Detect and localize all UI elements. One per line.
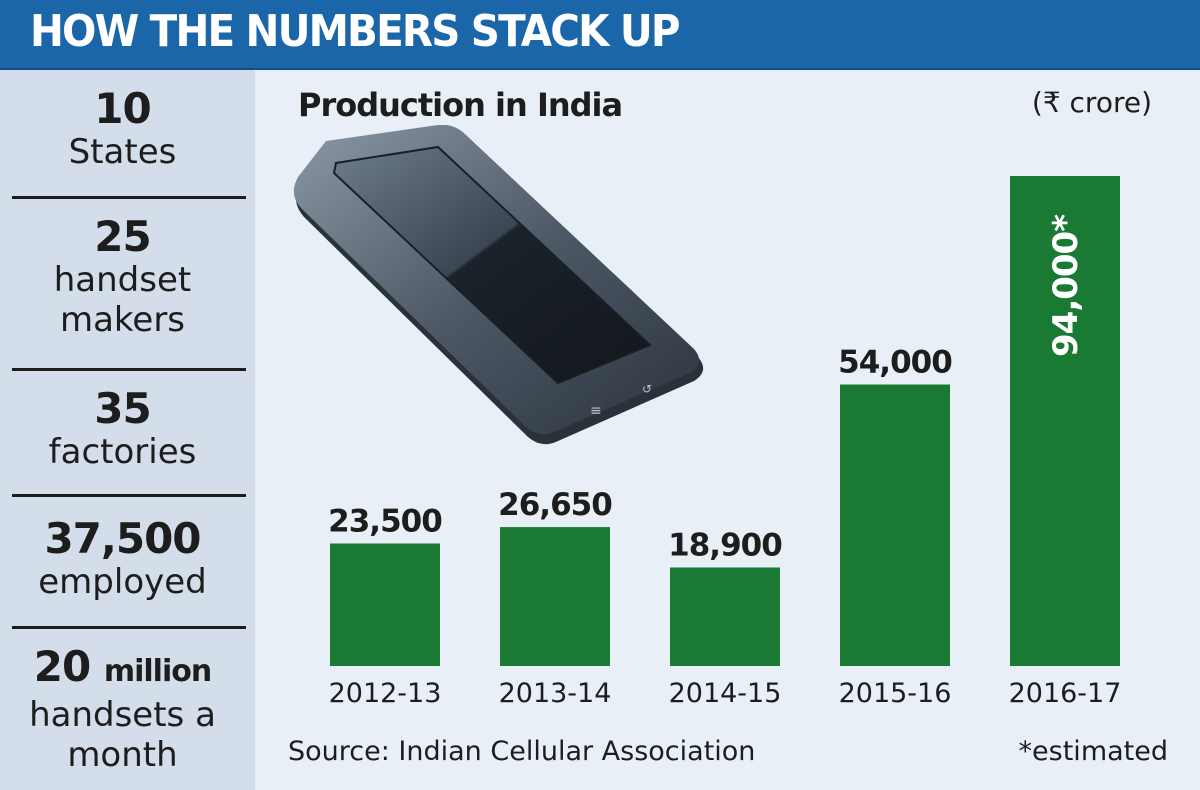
divider [12, 368, 246, 371]
bar-2012-13 [330, 543, 440, 666]
stat-handsets-per-month: 20 million handsets a month [0, 644, 245, 776]
smartphone-icon: ≡ ↺ [293, 125, 704, 445]
stat-value: 25 [94, 212, 151, 261]
divider [12, 196, 246, 199]
bar-value-label: 94,000* [1046, 214, 1086, 357]
source-note: Source: Indian Cellular Association [288, 736, 756, 767]
chart-title: Production in India [298, 86, 623, 124]
stat-label: factories [48, 432, 197, 472]
x-tick-label: 2014-15 [669, 678, 782, 709]
svg-text:↺: ↺ [642, 382, 652, 396]
x-tick-label: 2016-17 [1009, 678, 1122, 709]
stat-factories: 35 factories [0, 384, 245, 473]
stat-label: handsets a [29, 695, 216, 735]
stats-sidebar: 10 States 25 handset makers 35 factories… [0, 70, 255, 790]
stat-value: 35 [94, 384, 151, 433]
stat-label: month [67, 735, 178, 775]
stat-handset-makers: 25 handset makers [0, 212, 245, 341]
chart-unit-label: (₹ crore) [1031, 86, 1152, 119]
bar-2013-14 [500, 527, 610, 666]
bar-value-label: 54,000 [838, 345, 952, 381]
stat-number: 20 [33, 642, 91, 691]
stat-label: employed [38, 562, 207, 602]
stat-label: States [68, 132, 177, 172]
bar-value-label: 23,500 [328, 504, 442, 540]
bar-2014-15 [670, 567, 780, 666]
x-tick-label: 2012-13 [329, 678, 442, 709]
bar-2016-17 [1010, 176, 1120, 666]
stat-employed: 37,500 employed [0, 514, 245, 603]
svg-text:≡: ≡ [590, 403, 602, 419]
bar-value-label: 26,650 [498, 487, 612, 523]
bar-value-label: 18,900 [668, 527, 782, 563]
estimated-footnote: *estimated [1018, 736, 1168, 767]
x-tick-label: 2013-14 [499, 678, 612, 709]
divider [12, 626, 246, 629]
stat-value: 20 million [0, 644, 245, 695]
bar-2015-16 [840, 384, 950, 666]
stat-label: handset [53, 260, 192, 300]
stat-unit: million [103, 654, 212, 689]
x-tick-label: 2015-16 [839, 678, 952, 709]
header-banner: HOW THE NUMBERS STACK UP [0, 0, 1200, 70]
divider [12, 494, 246, 497]
stat-label: makers [59, 300, 186, 340]
stat-value: 10 [94, 84, 151, 133]
stat-value: 37,500 [44, 514, 201, 563]
stat-states: 10 States [0, 84, 245, 173]
page-title: HOW THE NUMBERS STACK UP [30, 6, 681, 57]
